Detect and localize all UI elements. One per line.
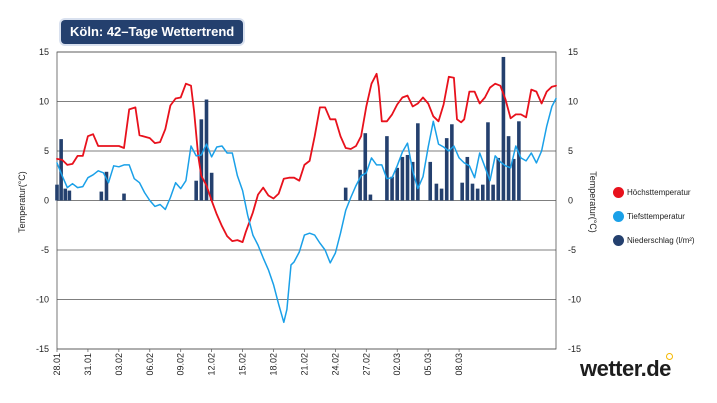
y-tick-label-right: 15 [568, 47, 578, 57]
precipitation-bar [439, 188, 444, 201]
x-tick-label: 03.02 [114, 353, 124, 376]
y-tick-label-left: -5 [41, 245, 49, 255]
precipitation-bar [506, 136, 511, 201]
precipitation-bar [450, 124, 454, 201]
precipitation-bar [199, 119, 204, 201]
x-tick-label: 09.02 [176, 353, 186, 376]
y-tick-label-left: 15 [39, 47, 49, 57]
precipitation-bar [204, 99, 209, 201]
precipitation-bar [343, 187, 348, 201]
precipitation-bars [55, 56, 521, 201]
max-temp-dot-icon [613, 187, 624, 198]
x-tick-label: 15.02 [238, 353, 248, 376]
precipitation-bar [63, 188, 68, 201]
precipitation-bar [358, 169, 362, 201]
brand-dot-icon [666, 353, 673, 360]
precipitation-bar [363, 133, 368, 201]
x-tick-label: 06.02 [145, 353, 155, 376]
legend: Höchsttemperatur Tiefsttemperatur Nieder… [613, 186, 695, 258]
precipitation-bar [480, 184, 485, 201]
precipitation-bar [491, 184, 495, 201]
precipitation-bar [501, 56, 506, 201]
max-temperature-line [56, 72, 557, 243]
precipitation-bar [368, 194, 373, 201]
y-tick-label-right: 5 [568, 146, 573, 156]
precipitation-bar [104, 171, 109, 201]
legend-item-precip: Niederschlag (l/m²) [613, 234, 695, 247]
x-tick-label: 18.02 [269, 353, 279, 376]
y-tick-label-right: 0 [568, 196, 573, 206]
precipitation-bar [416, 123, 420, 201]
precipitation-bar [460, 182, 464, 201]
y-tick-label-right: -10 [568, 295, 581, 305]
y-tick-label-left: 10 [39, 97, 49, 107]
y-tick-label-left: 5 [44, 146, 49, 156]
x-tick-label: 28.01 [52, 353, 62, 376]
precipitation-bar [496, 157, 501, 201]
right-y-tick-labels: 15 10 5 0 -5 -10 -15 [568, 47, 581, 354]
precipitation-bar [410, 161, 415, 201]
y-tick-label-left: 0 [44, 196, 49, 206]
left-y-tick-labels: 15 10 5 0 -5 -10 -15 [36, 47, 49, 354]
precipitation-bar [405, 154, 410, 201]
precipitation-bar [470, 183, 475, 201]
precipitation-bar [517, 121, 521, 201]
legend-item-max: Höchsttemperatur [613, 186, 695, 199]
legend-label-max: Höchsttemperatur [627, 188, 691, 197]
precipitation-bar [444, 138, 449, 201]
right-axis-label: Temperatur(°C) [588, 171, 598, 233]
left-axis-label: Temperatur(°C) [17, 171, 27, 233]
y-tick-label-right: -15 [568, 344, 581, 354]
precipitation-bar [67, 190, 72, 201]
x-tick-label: 31.01 [83, 353, 93, 376]
precipitation-bar [465, 156, 470, 201]
precipitation-bar [511, 158, 516, 201]
legend-label-precip: Niederschlag (l/m²) [627, 236, 695, 245]
precipitation-bar [428, 161, 433, 201]
precipitation-dot-icon [613, 235, 624, 246]
x-tick-label: 21.02 [299, 353, 309, 376]
legend-item-min: Tiefsttemperatur [613, 210, 695, 223]
x-tick-label: 12.02 [207, 353, 217, 376]
precipitation-bar [194, 180, 198, 201]
precipitation-bar [395, 167, 400, 201]
precipitation-bar [390, 176, 394, 201]
precipitation-bar [385, 136, 389, 201]
y-tick-label-right: -5 [568, 245, 576, 255]
precipitation-bar [486, 122, 490, 201]
precipitation-bar [122, 193, 126, 201]
x-tick-labels: 28.01 31.01 03.02 06.02 09.02 12.02 15.02 18.02… [52, 349, 464, 376]
chart-title: Köln: 42–Tage Wettertrend [61, 20, 244, 44]
precipitation-bar [59, 139, 63, 201]
precipitation-bar [209, 172, 214, 201]
x-tick-label: 05.03 [423, 353, 433, 376]
x-tick-label: 08.03 [454, 353, 464, 376]
legend-label-min: Tiefsttemperatur [627, 212, 685, 221]
min-temperature-line [56, 97, 557, 324]
x-tick-label: 02.03 [392, 353, 402, 376]
y-tick-label-left: -15 [36, 344, 49, 354]
x-tick-label: 24.02 [330, 353, 340, 376]
min-temp-dot-icon [613, 211, 624, 222]
precipitation-bar [434, 183, 439, 201]
temperature-lines [56, 72, 557, 324]
y-tick-label-right: 10 [568, 97, 578, 107]
brand-logo[interactable]: wetter.de [580, 356, 671, 381]
precipitation-bar [99, 191, 104, 201]
precipitation-bar [55, 184, 59, 201]
y-tick-label-left: -10 [36, 295, 49, 305]
precipitation-bar [475, 188, 480, 201]
precipitation-bar [400, 156, 405, 201]
x-tick-label: 27.02 [361, 353, 371, 376]
